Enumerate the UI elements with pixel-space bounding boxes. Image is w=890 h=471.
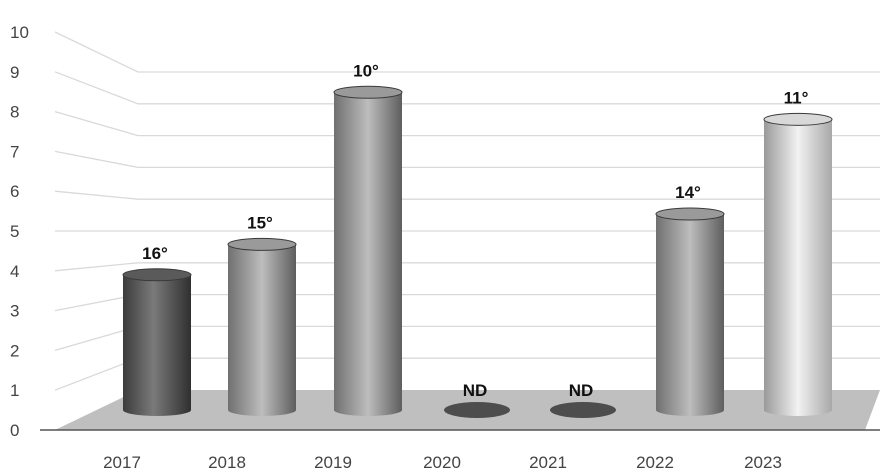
- y-tick-label: 0: [10, 421, 19, 440]
- y-tick-label: 8: [10, 103, 19, 122]
- y-tick-label: 7: [10, 142, 19, 161]
- bar: [655, 207, 725, 416]
- bars: [122, 85, 833, 418]
- bar: [227, 237, 297, 416]
- data-label: ND: [463, 381, 488, 400]
- data-label: 16°: [142, 244, 168, 263]
- bar: [333, 85, 403, 416]
- data-label: 15°: [247, 213, 273, 232]
- gridline: [54, 110, 880, 137]
- x-tick-label: 2021: [529, 453, 567, 471]
- gridline: [54, 150, 880, 169]
- bar: [763, 112, 833, 416]
- y-tick-label: 3: [10, 302, 19, 321]
- y-tick-label: 2: [10, 341, 19, 360]
- gridline: [54, 31, 880, 73]
- gridlines: [54, 31, 880, 391]
- gridline: [54, 71, 880, 105]
- x-tick-label: 2023: [744, 453, 782, 471]
- x-tick-label: 2018: [208, 453, 246, 471]
- y-tick-label: 1: [10, 381, 19, 400]
- y-tick-labels: 0 1 2 3 4 5 6 7 8 9 10: [10, 23, 29, 440]
- data-label: ND: [569, 381, 594, 400]
- gridline: [54, 262, 880, 272]
- bar-empty-disk: [550, 402, 616, 418]
- x-tick-label: 2017: [103, 453, 141, 471]
- y-tick-label: 6: [10, 182, 19, 201]
- y-tick-label: 5: [10, 222, 19, 241]
- data-label: 10°: [353, 61, 379, 80]
- bar: [122, 268, 192, 416]
- y-tick-label: 10: [10, 23, 29, 42]
- y-tick-label: 9: [10, 63, 19, 82]
- x-tick-label: 2022: [636, 453, 674, 471]
- x-tick-labels: 2017 2018 2019 2020 2021 2022 2023: [103, 453, 782, 471]
- x-tick-label: 2020: [423, 453, 461, 471]
- data-label: 11°: [784, 88, 809, 107]
- data-labels: 16° 15° 10° ND ND 14° 11°: [142, 61, 808, 400]
- data-label: 14°: [675, 183, 701, 202]
- x-tick-label: 2019: [314, 453, 352, 471]
- bar-empty-disk: [444, 402, 510, 418]
- y-tick-label: 4: [10, 262, 19, 281]
- gridline: [54, 190, 880, 200]
